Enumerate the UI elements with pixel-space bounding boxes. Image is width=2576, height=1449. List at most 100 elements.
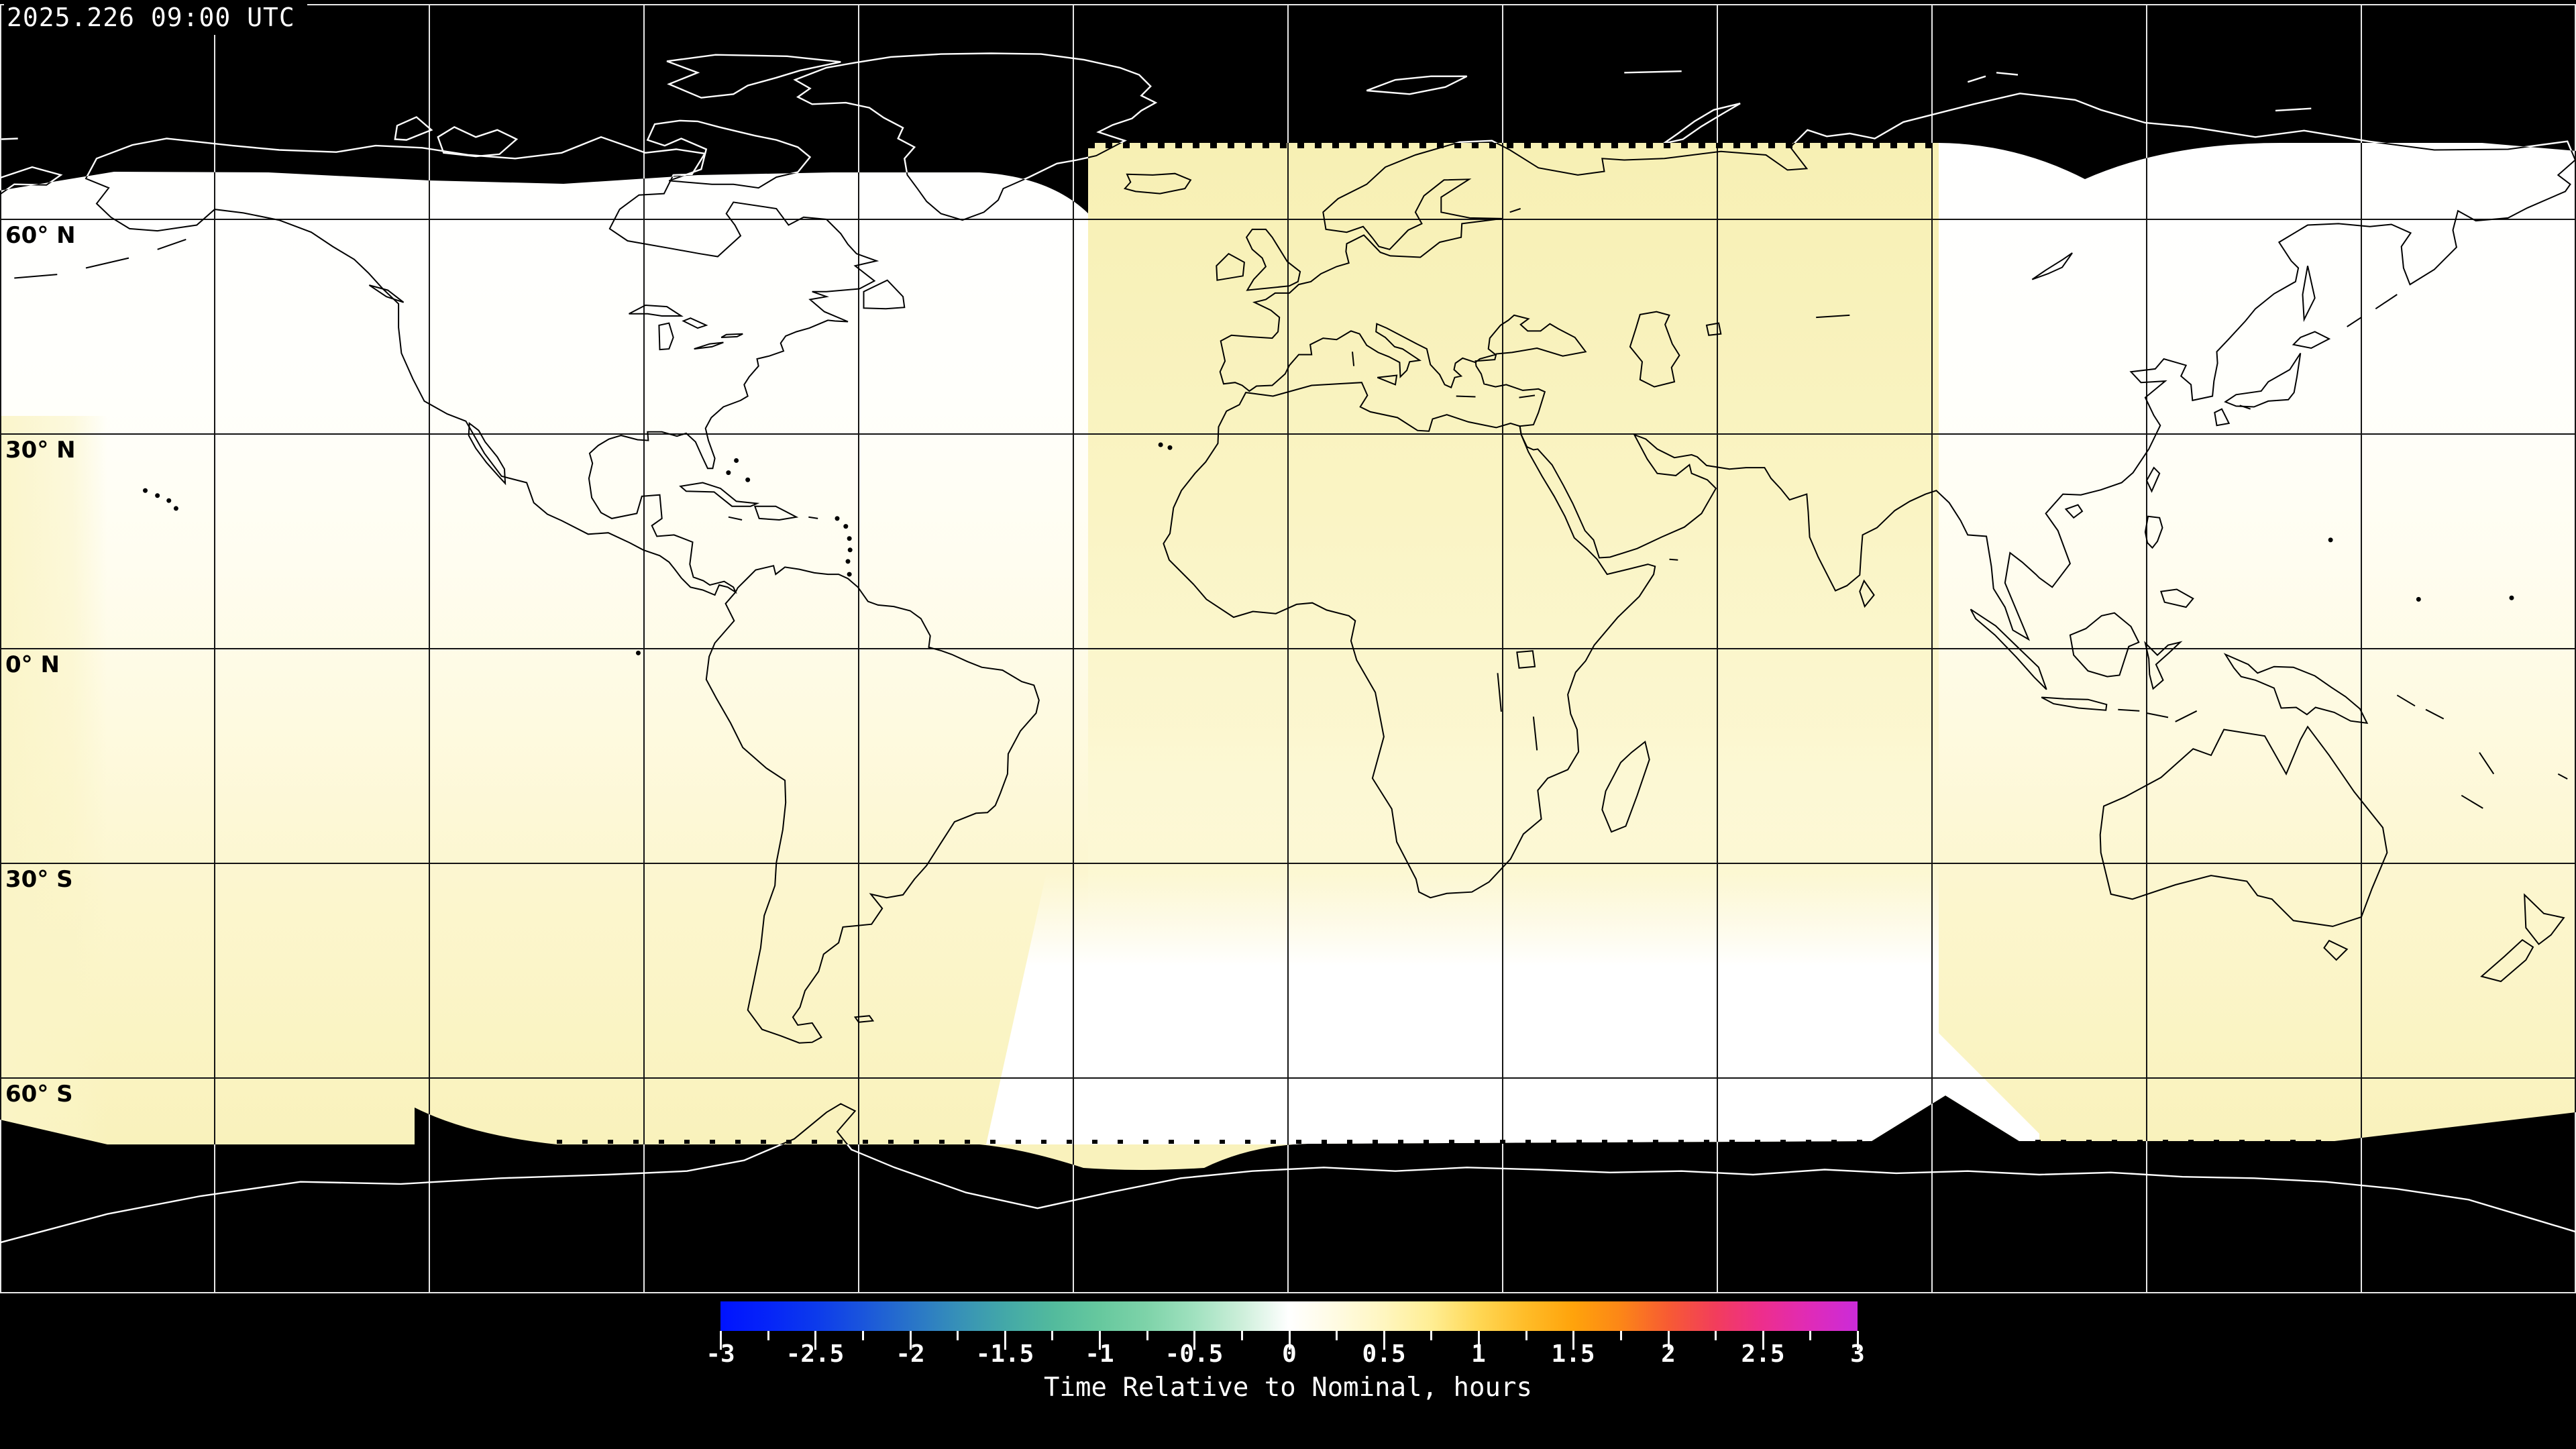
coastline-aleut2 (85, 257, 129, 269)
latitude-label: 60° N (5, 222, 76, 249)
colorbar-tick (1289, 1331, 1291, 1350)
coastline-luzon (2144, 515, 2163, 549)
colorbar-tick (1336, 1331, 1338, 1340)
colorbar-tick (1193, 1331, 1195, 1350)
coastline-novaya (1663, 103, 1741, 145)
coastline-australia (2099, 725, 2388, 927)
coastline-ontario (720, 333, 743, 338)
coastline-africa (1163, 382, 1656, 899)
coastline-shikoku (2239, 405, 2251, 410)
coastline-sicily (1377, 374, 1398, 386)
coastline-hispaniola (753, 505, 799, 521)
coastline-banks (394, 116, 433, 141)
colorbar-tick (1857, 1331, 1859, 1350)
coastline-sulawesi (2144, 641, 2183, 690)
coastline-cuba (679, 482, 760, 507)
colorbar-tick (720, 1331, 722, 1350)
coastline-greenland (793, 143, 1157, 221)
latitude-label: 30° S (5, 866, 73, 893)
coastline-baja (468, 422, 506, 486)
colorbar-tick (1572, 1331, 1574, 1350)
coastline-tanganyika (1497, 673, 1502, 712)
coastline-samerica (705, 565, 1040, 1044)
colorbar-tick (1478, 1331, 1480, 1350)
coastline-franz (1624, 70, 1682, 74)
coastline-ellesmere (666, 54, 841, 99)
coastline-corsard (1352, 352, 1355, 366)
coastline-kuril2 (2375, 294, 2398, 310)
coastline-aleut1 (14, 274, 58, 279)
coastline-namerica (85, 143, 879, 596)
coastline-lesser1 (2118, 708, 2140, 712)
coastline-sevzem2 (1996, 72, 2019, 76)
coastline-timor (2175, 710, 2198, 722)
coastline-taiwan (2145, 466, 2161, 493)
coastline-iceland (1123, 172, 1192, 195)
world-map (0, 4, 2576, 1293)
coastlines-over-data (0, 143, 2576, 1170)
coastline-cyprus (1519, 394, 1536, 398)
coastline-victoria_i (437, 126, 519, 158)
coastline-michigan (658, 322, 674, 351)
latitude-label: 30° N (5, 437, 76, 464)
colorbar-tick (1525, 1331, 1527, 1340)
coastline-lesser2 (2146, 712, 2169, 718)
colorbar-tick (1620, 1331, 1622, 1340)
coastline-gb (1245, 228, 1301, 291)
coastline-crete (1456, 395, 1476, 398)
coastline-jamaica (728, 516, 743, 521)
coastline-kuril1 (2347, 317, 2362, 327)
colorbar-gradient (720, 1301, 1858, 1331)
colorbar-tick (1099, 1331, 1101, 1350)
colorbar-tick-label: -3 (706, 1340, 735, 1368)
coastline-pr (808, 516, 818, 519)
colorbar-tick-label: -2.5 (786, 1340, 845, 1368)
latitude-label: 60° S (5, 1081, 73, 1108)
colorbar-tick-label: 0 (1282, 1340, 1297, 1368)
colorbar-tick (910, 1331, 912, 1350)
coastline-kyushu (2214, 408, 2231, 427)
coastline-mindanao (2159, 588, 2194, 608)
gridlines-over-data (0, 143, 2576, 1170)
colorbar-tick (1715, 1331, 1717, 1340)
coastline-socotra (1669, 558, 1678, 561)
coastline-superior (629, 304, 684, 317)
colorbar-tick (1146, 1331, 1148, 1340)
coastline-malawi (1532, 716, 1538, 751)
coastline-nsi (2275, 107, 2312, 112)
colorbar-tick (1241, 1331, 1243, 1340)
colorbar-tick (957, 1331, 959, 1340)
late-sliver-west (0, 416, 107, 1144)
coastline-caspian (1629, 311, 1680, 388)
coastline-wrangel (1, 138, 18, 140)
colorbar-tick-label: -1 (1085, 1340, 1114, 1368)
coastline-nzn (2524, 893, 2565, 945)
coastline-srilanka (1859, 579, 1875, 608)
colorbar-tick (1809, 1331, 1811, 1340)
coastline-balkhash (1816, 314, 1850, 319)
late-swath-band (1088, 143, 1939, 953)
coastline-hainan (2064, 504, 2084, 519)
colorbar-tick (1762, 1331, 1764, 1350)
colorbar-tick-label: 2 (1661, 1340, 1676, 1368)
coastline-newfoundland (863, 279, 906, 310)
coastline-fiji (2557, 773, 2568, 780)
world-map-canvas (0, 4, 2576, 1293)
colorbar-tick (814, 1331, 816, 1350)
coastline-madagascar (1601, 740, 1650, 833)
coastline-aral (1705, 322, 1722, 336)
coastline-newguinea (2223, 653, 2369, 724)
coastline-solomon1 (2396, 694, 2416, 707)
colorbar-tick (767, 1331, 769, 1340)
timestamp-label: 2025.226 09:00 UTC (4, 0, 307, 35)
nominal-swath-south (986, 872, 2039, 1144)
coastline-ireland (1216, 252, 1245, 281)
coastline-tasmania (2323, 939, 2349, 961)
coastline-ladoga (1509, 208, 1521, 213)
coastline-newcal (2461, 794, 2483, 809)
coastline-huron (682, 317, 708, 329)
coastline-vanuatu (2479, 752, 2495, 775)
colorbar-tick-label: -0.5 (1165, 1340, 1224, 1368)
colorbar-title: Time Relative to Nominal, hours (1044, 1373, 1532, 1403)
